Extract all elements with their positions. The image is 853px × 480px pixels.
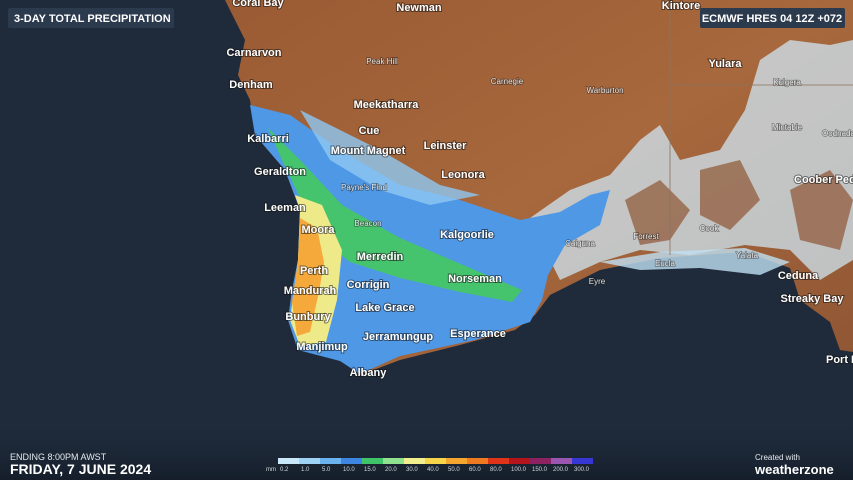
legend-label: 40.0: [427, 467, 439, 473]
date-label: FRIDAY, 7 JUNE 2024: [10, 461, 151, 477]
place-label: Denham: [229, 79, 273, 91]
place-label: Leinster: [424, 140, 468, 152]
place-label: Leonora: [441, 169, 485, 181]
place-label: Newman: [396, 2, 442, 14]
place-label: Coober Pedy: [794, 174, 853, 186]
place-label: Caiguna: [565, 239, 595, 248]
place-label: Coral Bay: [232, 0, 284, 9]
place-label: Jerramungup: [363, 331, 434, 343]
place-labels: Coral Bay Newman Kintore Carnarvon Peak Hill…: [225, 0, 853, 380]
legend-label: 300.0: [574, 467, 590, 473]
place-label: Norseman: [448, 273, 502, 285]
model-box: [700, 8, 845, 28]
legend-label: 80.0: [490, 467, 502, 473]
legend-label: 150.0: [532, 467, 548, 473]
light-rain-east: [520, 40, 853, 280]
legend-label: 20.0: [385, 467, 397, 473]
title-box: [8, 8, 174, 28]
place-label: Forrest: [633, 232, 659, 241]
place-label: Eucla: [655, 259, 676, 268]
dry-patches: [625, 160, 853, 250]
rain-blue: [250, 105, 610, 374]
place-label: Corrigin: [347, 279, 390, 291]
rain-orange: [292, 218, 324, 336]
title: 3-DAY TOTAL PRECIPITATION: [14, 13, 171, 25]
place-label: Kalbarri: [247, 133, 289, 145]
place-label: Carnarvon: [226, 47, 281, 59]
place-label: Warburton: [586, 86, 623, 95]
place-label: Esperance: [450, 328, 506, 340]
ending-label: ENDING 8:00PM AWST: [10, 452, 107, 462]
legend-swatch: [278, 458, 299, 464]
place-label: Peak Hill: [366, 57, 398, 66]
place-label: Ceduna: [778, 270, 819, 282]
rain-light-blue: [300, 110, 480, 205]
place-label: Streaky Bay: [781, 293, 845, 305]
legend-label: 5.0: [322, 467, 331, 473]
place-label: Manjimup: [296, 341, 348, 353]
legend-swatch: [446, 458, 467, 464]
place-label: Bunbury: [285, 311, 331, 323]
place-label: Moora: [302, 224, 336, 236]
place-label: Eyre: [589, 277, 606, 286]
light-rain-bight: [600, 248, 790, 275]
footer-shade: [0, 420, 853, 480]
legend-swatch: [320, 458, 341, 464]
legend-label: 200.0: [553, 467, 569, 473]
place-label: Oodnadatta: [822, 129, 853, 138]
legend-label: 1.0: [301, 467, 310, 473]
place-label: Carnegie: [491, 77, 524, 86]
legend-swatch: [425, 458, 446, 464]
legend-unit: mm: [266, 467, 276, 473]
place-label: Payne's Find: [341, 183, 387, 192]
place-label: Mintabie: [772, 123, 803, 132]
place-label: Yalata: [736, 251, 759, 260]
place-label: Beacon: [354, 219, 381, 228]
place-label: Mandurah: [284, 285, 337, 297]
brand-logo: weatherzone: [754, 462, 834, 477]
legend-swatch: [488, 458, 509, 464]
place-label: Geraldton: [254, 166, 306, 178]
model-label: ECMWF HRES 04 12Z +072: [702, 13, 842, 25]
legend-swatch: [530, 458, 551, 464]
legend-swatch: [404, 458, 425, 464]
credit-label: Created with: [755, 453, 800, 462]
place-label: Leeman: [264, 202, 306, 214]
legend-swatch: [362, 458, 383, 464]
legend-label: 50.0: [448, 467, 460, 473]
legend-label: 15.0: [364, 467, 376, 473]
legend-swatch: [509, 458, 530, 464]
place-label: Kulgera: [773, 78, 801, 87]
legend-swatch: [551, 458, 572, 464]
legend-label: 30.0: [406, 467, 418, 473]
place-label: Lake Grace: [355, 302, 414, 314]
place-label: Kintore: [662, 0, 701, 12]
place-label: Albany: [350, 367, 388, 379]
place-label: Mount Magnet: [331, 145, 406, 157]
legend-swatch: [467, 458, 488, 464]
legend-label: 10.0: [343, 467, 355, 473]
legend-label: 100.0: [511, 467, 527, 473]
place-label: Perth: [300, 265, 328, 277]
place-label: Cook: [700, 224, 720, 233]
place-label: Yulara: [708, 58, 742, 70]
legend-label: 60.0: [469, 467, 481, 473]
legend: mm 0.2 1.0 5.0 10.0 15.0 20.0 30.0 40.0 50.0 60.0 8…: [266, 458, 593, 473]
legend-swatch: [383, 458, 404, 464]
legend-swatch: [341, 458, 362, 464]
legend-swatch: [572, 458, 593, 464]
place-label: Port Lincoln: [826, 354, 853, 366]
place-label: Cue: [359, 125, 380, 137]
place-label: Merredin: [357, 251, 404, 263]
place-label: Kalgoorlie: [440, 229, 494, 241]
place-label: Meekatharra: [354, 99, 420, 111]
legend-swatch: [299, 458, 320, 464]
legend-label: 0.2: [280, 467, 289, 473]
state-border: [669, 0, 853, 255]
